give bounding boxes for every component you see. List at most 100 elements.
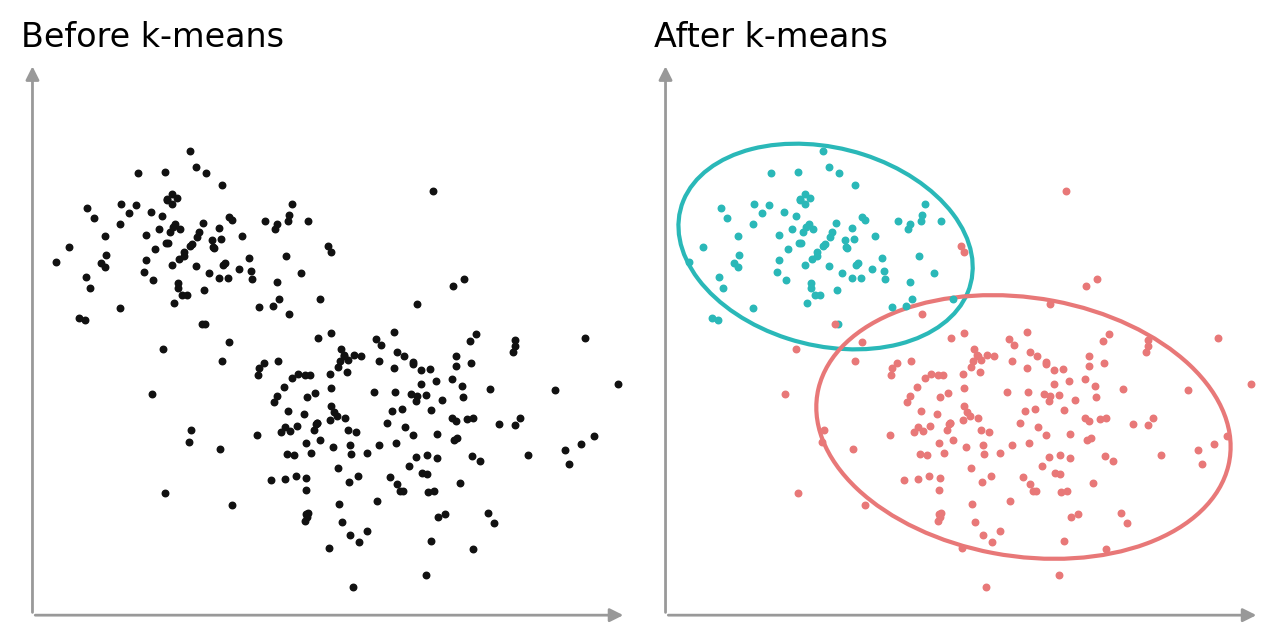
Point: [881, 370, 901, 380]
Point: [381, 406, 402, 416]
Point: [1039, 451, 1060, 461]
Point: [786, 344, 806, 354]
Point: [1240, 379, 1261, 389]
Point: [998, 334, 1019, 344]
Point: [338, 355, 358, 365]
Point: [332, 517, 352, 527]
Point: [909, 251, 929, 261]
Point: [154, 344, 174, 354]
Point: [1093, 335, 1114, 346]
Point: [255, 358, 275, 368]
Point: [1036, 359, 1056, 369]
Point: [584, 431, 604, 442]
Point: [392, 404, 412, 414]
Point: [457, 414, 477, 424]
Point: [255, 216, 275, 226]
Point: [768, 230, 788, 241]
Point: [1053, 364, 1074, 374]
Point: [900, 219, 920, 229]
Point: [813, 146, 833, 156]
Point: [445, 361, 466, 371]
Point: [293, 409, 314, 419]
Point: [952, 543, 973, 554]
Point: [968, 413, 988, 423]
Point: [204, 243, 224, 253]
Point: [1032, 461, 1052, 472]
Point: [248, 370, 269, 380]
Point: [692, 242, 713, 252]
Point: [1020, 479, 1041, 489]
Point: [813, 241, 833, 252]
Point: [96, 250, 116, 260]
Point: [951, 241, 972, 251]
Point: [795, 189, 815, 199]
Point: [416, 450, 436, 460]
Point: [832, 268, 852, 278]
Point: [264, 301, 284, 311]
Point: [275, 474, 296, 484]
Point: [964, 344, 984, 355]
Point: [774, 389, 795, 399]
Point: [209, 273, 229, 283]
Point: [911, 406, 932, 417]
Point: [864, 231, 884, 241]
Point: [296, 509, 316, 519]
Point: [385, 387, 406, 397]
Point: [285, 471, 306, 481]
Point: [1068, 509, 1088, 519]
Point: [929, 392, 950, 402]
Point: [879, 430, 900, 440]
Point: [489, 419, 509, 429]
Point: [163, 222, 183, 232]
Point: [268, 390, 288, 401]
Point: [940, 419, 960, 429]
Point: [973, 529, 993, 540]
Point: [160, 227, 180, 237]
Point: [509, 413, 530, 423]
Point: [275, 251, 296, 261]
Point: [145, 244, 165, 255]
Point: [1217, 431, 1238, 442]
Point: [266, 277, 287, 287]
Point: [963, 356, 983, 367]
Point: [356, 448, 376, 458]
Point: [344, 350, 365, 360]
Point: [1051, 486, 1071, 497]
Point: [369, 440, 389, 451]
Point: [835, 235, 855, 245]
Point: [1015, 406, 1036, 416]
Point: [192, 319, 212, 329]
Point: [1002, 356, 1023, 366]
Point: [168, 278, 188, 288]
Point: [956, 442, 977, 452]
Point: [778, 244, 799, 255]
Point: [219, 211, 239, 221]
Point: [929, 509, 950, 519]
Point: [211, 180, 232, 190]
Point: [416, 570, 436, 580]
Point: [74, 314, 95, 324]
Point: [177, 290, 197, 300]
Point: [900, 277, 920, 287]
Point: [1087, 274, 1107, 284]
Point: [347, 470, 367, 481]
Point: [842, 444, 863, 454]
Point: [1098, 329, 1119, 339]
Point: [306, 417, 326, 428]
Point: [335, 413, 356, 423]
Point: [321, 382, 342, 392]
Point: [1044, 364, 1065, 374]
Point: [701, 313, 722, 323]
Point: [728, 231, 749, 241]
Point: [873, 266, 893, 276]
Point: [1023, 486, 1043, 496]
Point: [1041, 299, 1061, 309]
Point: [416, 468, 436, 479]
Point: [1076, 281, 1097, 291]
Point: [161, 260, 182, 270]
Point: [1103, 456, 1124, 466]
Point: [760, 168, 781, 179]
Point: [989, 448, 1010, 458]
Point: [320, 247, 340, 257]
Point: [276, 449, 297, 460]
